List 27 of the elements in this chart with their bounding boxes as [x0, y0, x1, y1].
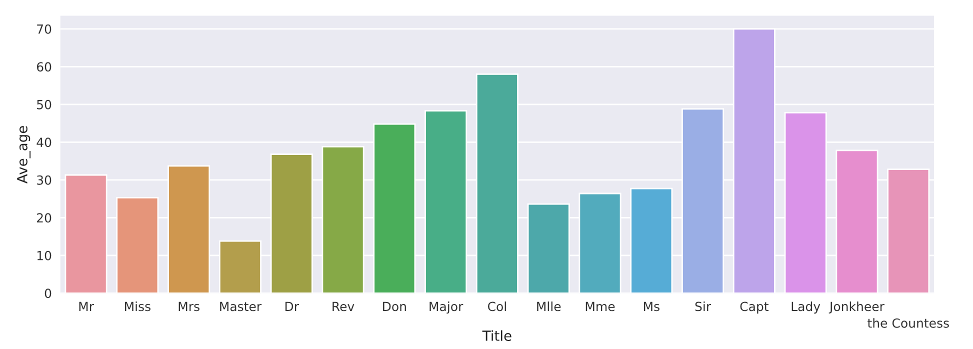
- y-tick-label: 70: [37, 24, 52, 34]
- x-tick-label: Col: [488, 301, 506, 312]
- y-tick-label: 50: [37, 100, 52, 110]
- x-tick-label: Mrs: [178, 302, 200, 312]
- y-tick-label: 10: [37, 250, 52, 260]
- x-tick-label: Mr: [79, 302, 94, 311]
- x-tick-label: Sir: [695, 301, 712, 312]
- x-axis-title: Title: [482, 330, 512, 342]
- x-tick-label: Jonkheer: [828, 301, 884, 314]
- x-tick-label: Lady: [792, 301, 820, 314]
- x-tick-label: the Countess: [868, 318, 949, 328]
- y-tick-label: 60: [36, 62, 52, 72]
- y-tick-label: 30: [37, 175, 52, 185]
- y-axis-title: Ave_age: [17, 126, 31, 184]
- x-tick-label: Dr: [285, 302, 299, 311]
- x-tick-label: Ms: [644, 302, 660, 312]
- x-tick-label: Capt: [740, 302, 768, 314]
- x-tick-label: Mme: [586, 302, 615, 312]
- y-tick-label: 20: [37, 213, 52, 223]
- x-tick-label: Mlle: [537, 301, 561, 312]
- y-tick-label: 0: [44, 288, 52, 298]
- x-tick-label: Rev: [332, 302, 354, 312]
- x-tick-label: Master: [220, 302, 262, 312]
- x-tick-label: Major: [430, 301, 464, 314]
- y-tick-label: 40: [36, 138, 52, 148]
- x-tick-label: Don: [383, 302, 406, 312]
- x-tick-label: Miss: [125, 301, 150, 312]
